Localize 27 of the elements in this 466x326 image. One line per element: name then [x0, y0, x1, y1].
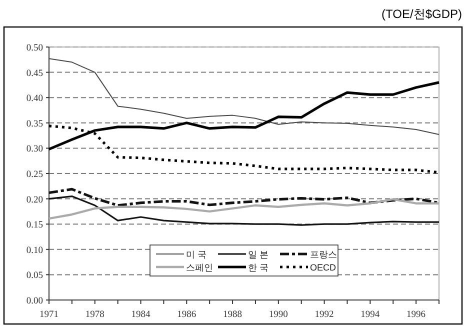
- y-tick-label: 0.10: [26, 246, 44, 256]
- x-tick-label: 1992: [314, 310, 334, 320]
- y-tick-label: 0.40: [26, 94, 44, 104]
- x-tick-label: 1978: [85, 310, 105, 320]
- y-tick-label: 0.30: [26, 144, 44, 155]
- legend-label: 스페인: [186, 262, 213, 272]
- y-tick-label: 0.35: [26, 119, 44, 130]
- legend-label: 한 국: [248, 262, 269, 272]
- x-tick-label: 1971: [40, 310, 59, 320]
- x-tick-label: 1984: [131, 310, 151, 320]
- x-tick-label: 1996: [406, 310, 426, 320]
- x-tick-label: 1988: [223, 310, 242, 320]
- legend-label: 미 국: [186, 250, 207, 260]
- x-tick-label: 1994: [360, 310, 380, 320]
- y-tick-label: 0.45: [26, 68, 44, 79]
- x-tick-label: 1986: [177, 310, 196, 320]
- x-tick-label: 1990: [268, 310, 288, 320]
- legend-label: 일 본: [248, 250, 269, 260]
- legend-label: 프랑스: [310, 250, 337, 260]
- text: (TOE/천$GDP): [382, 7, 462, 21]
- y-tick-label: 0.05: [26, 271, 44, 282]
- y-tick-label: 0.00: [26, 296, 44, 306]
- y-tick-label: 0.25: [26, 170, 44, 180]
- y-tick-label: 0.20: [26, 195, 44, 206]
- legend-label: OECD: [310, 262, 337, 272]
- y-tick-label: 0.50: [26, 44, 44, 54]
- y-tick-label: 0.15: [26, 220, 44, 231]
